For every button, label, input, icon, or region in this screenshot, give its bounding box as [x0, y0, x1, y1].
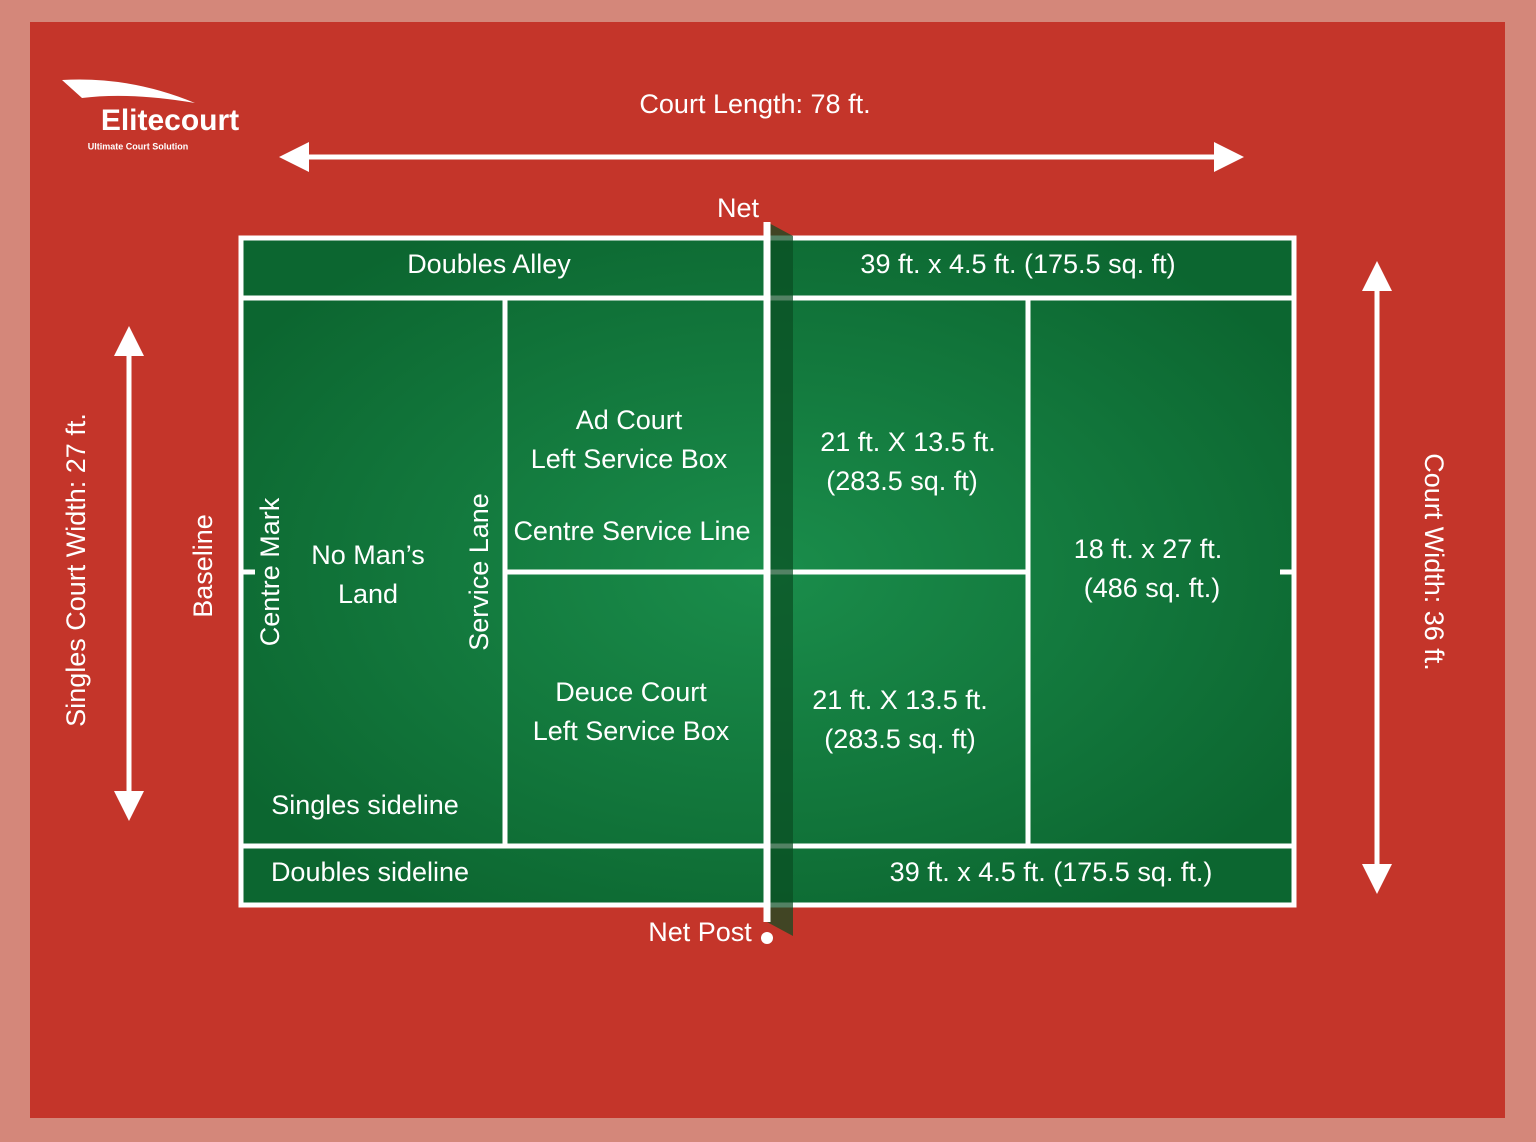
centre-service-line: Centre Service Line [513, 516, 750, 546]
text-line: Ad Court [576, 405, 683, 435]
text-line: 18 ft. x 27 ft. [1074, 534, 1223, 564]
text-line: 21 ft. X 13.5 ft. [820, 427, 996, 457]
text-line: (486 sq. ft.) [1084, 573, 1221, 603]
court-length: Court Length: 78 ft. [639, 89, 870, 119]
doubles-sideline: Doubles sideline [271, 857, 469, 887]
service-lane: Service Lane [464, 493, 494, 651]
logo-mark [62, 79, 195, 103]
text-line: Deuce Court [555, 677, 707, 707]
baseline: Baseline [188, 514, 218, 618]
text-line: No Man’s [311, 540, 425, 570]
text-line: Land [338, 579, 398, 609]
alley-top-area: 39 ft. x 4.5 ft. (175.5 sq. ft) [860, 249, 1175, 279]
text-line: 21 ft. X 13.5 ft. [812, 685, 988, 715]
service-box-bottom-area: 21 ft. X 13.5 ft. (283.5 sq. ft) [812, 685, 988, 754]
alley-bottom-area: 39 ft. x 4.5 ft. (175.5 sq. ft.) [890, 857, 1213, 887]
singles-width: Singles Court Width: 27 ft. [61, 413, 91, 727]
net-shadow [767, 222, 793, 936]
net-post-label: Net Post [648, 917, 752, 947]
doubles-alley: Doubles Alley [407, 249, 571, 279]
text-line: Left Service Box [531, 444, 728, 474]
text-line: (283.5 sq. ft) [824, 724, 976, 754]
centre-mark: Centre Mark [255, 497, 285, 646]
net-label: Net [717, 193, 760, 223]
logo-name: Elitecourt [101, 104, 239, 137]
ad-court: Ad Court Left Service Box [531, 405, 728, 474]
no-mans-land: No Man’s Land [311, 540, 425, 609]
text-line: (283.5 sq. ft) [826, 466, 978, 496]
court-width: Court Width: 36 ft. [1419, 453, 1449, 671]
text-line: Left Service Box [533, 716, 730, 746]
net-post [761, 932, 773, 944]
singles-sideline: Singles sideline [271, 790, 459, 820]
service-box-top-area: 21 ft. X 13.5 ft. (283.5 sq. ft) [820, 427, 996, 496]
logo-tagline: Ultimate Court Solution [88, 141, 189, 151]
backcourt-area: 18 ft. x 27 ft. (486 sq. ft.) [1074, 534, 1223, 603]
deuce-court: Deuce Court Left Service Box [533, 677, 730, 746]
